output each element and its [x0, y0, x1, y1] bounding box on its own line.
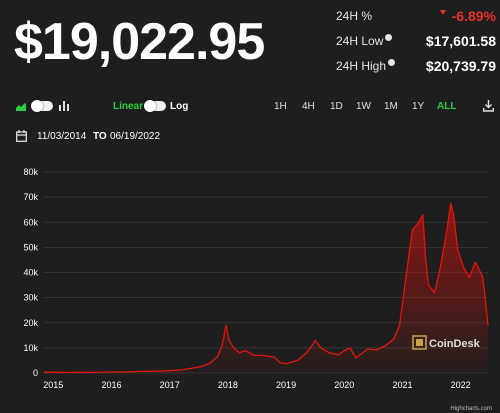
range-all-button[interactable]: ALL	[437, 101, 457, 112]
date-from[interactable]: 11/03/2014	[37, 131, 87, 142]
range-1w-button[interactable]: 1W	[356, 101, 371, 112]
linear-label[interactable]: Linear	[113, 101, 144, 112]
high-row: 24H High $20,739.79	[336, 56, 496, 81]
range-1d-button[interactable]: 1D	[330, 101, 343, 112]
range-1y-button[interactable]: 1Y	[412, 101, 425, 112]
date-to[interactable]: 06/19/2022	[110, 131, 161, 142]
info-icon[interactable]	[388, 59, 396, 66]
area-chart-icon	[16, 103, 26, 111]
price-area	[44, 203, 488, 373]
date-to-label: TO	[93, 131, 107, 142]
x-tick-label: 2017	[160, 380, 180, 390]
y-tick-label: 10k	[23, 343, 38, 353]
low-row: 24H Low $17,601.58	[336, 31, 496, 56]
change-label: 24H %	[336, 9, 373, 23]
coindesk-logo-icon	[412, 335, 427, 350]
y-tick-label: 80k	[23, 167, 38, 177]
chart-type-toggle[interactable]	[31, 100, 53, 112]
log-label[interactable]: Log	[170, 101, 189, 112]
range-1h-button[interactable]: 1H	[274, 101, 287, 112]
scale-toggle[interactable]	[144, 100, 166, 112]
high-label-wrap: 24H High	[336, 59, 396, 73]
y-tick-label: 70k	[23, 192, 38, 202]
bar-chart-icon[interactable]	[59, 101, 69, 111]
low-label: 24H Low	[336, 34, 384, 48]
price-line	[44, 202, 489, 374]
coindesk-watermark: CoinDesk	[412, 335, 481, 350]
x-tick-label: 2015	[43, 380, 63, 390]
low-label-wrap: 24H Low	[336, 34, 393, 48]
y-tick-label: 0	[33, 368, 38, 378]
x-tick-label: 2018	[218, 380, 238, 390]
x-tick-label: 2020	[334, 380, 354, 390]
info-icon[interactable]	[385, 34, 393, 41]
low-value: $17,601.58	[425, 33, 496, 49]
y-tick-label: 40k	[23, 268, 38, 278]
y-tick-label: 50k	[23, 242, 38, 252]
y-tick-label: 60k	[23, 217, 38, 227]
watermark-text: CoinDesk	[429, 338, 481, 350]
current-price: $19,022.95	[14, 13, 265, 71]
highcharts-credit[interactable]: Highcharts.com	[450, 406, 492, 412]
price-chart[interactable]: 0 10k 20k 30k 40k 50k 60k 70k 80k 2015 2016 2017 20…	[0, 158, 500, 398]
price-stats: 24H % -6.89% 24H Low $17,601.58 24H High…	[336, 6, 496, 81]
down-arrow-icon	[440, 10, 446, 15]
x-tick-label: 2021	[392, 380, 412, 390]
x-tick-label: 2019	[276, 380, 296, 390]
x-tick-label: 2022	[451, 380, 471, 390]
high-label: 24H High	[336, 59, 387, 73]
download-icon[interactable]	[483, 100, 494, 112]
change-row: 24H % -6.89%	[336, 6, 496, 31]
change-value: -6.89%	[451, 8, 496, 24]
chart-controls: Linear Log 1H 4H 1D 1W 1M 1Y ALL	[16, 100, 496, 116]
range-1m-button[interactable]: 1M	[384, 101, 398, 112]
range-4h-button[interactable]: 4H	[302, 101, 315, 112]
calendar-icon[interactable]	[16, 130, 27, 142]
x-tick-label: 2016	[101, 380, 121, 390]
y-tick-label: 30k	[23, 293, 38, 303]
high-value: $20,739.79	[425, 58, 496, 74]
y-tick-label: 20k	[23, 318, 38, 328]
